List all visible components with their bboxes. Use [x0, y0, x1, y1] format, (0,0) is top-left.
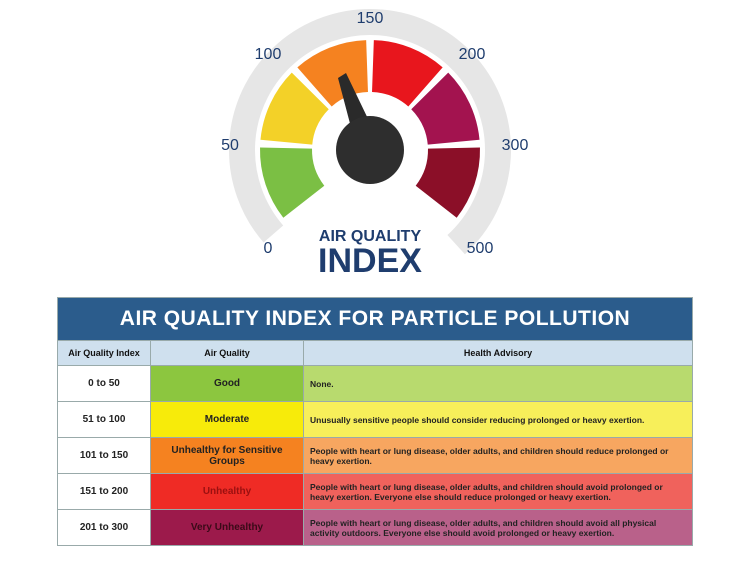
- table-title: AIR QUALITY INDEX FOR PARTICLE POLLUTION: [57, 297, 693, 341]
- advisory-cell: People with heart or lung disease, older…: [303, 473, 693, 510]
- gauge-segment: [411, 72, 480, 145]
- gauge: AIR QUALITY INDEX 0 50 100 150 200 300 500: [221, 9, 529, 290]
- gauge-tick-label: 100: [255, 46, 282, 63]
- advisory-cell: People with heart or lung disease, older…: [303, 509, 693, 546]
- range-cell: 0 to 50: [57, 365, 151, 402]
- column-header: Health Advisory: [303, 340, 693, 366]
- quality-cell: Good: [150, 365, 304, 402]
- gauge-tick-label: 500: [467, 240, 494, 257]
- column-header: Air Quality Index: [57, 340, 151, 366]
- quality-cell: Very Unhealthy: [150, 509, 304, 546]
- table-row: 201 to 300 Very Unhealthy People with hear…: [57, 509, 693, 546]
- table-row: 151 to 200 Unhealthy People with heart or …: [57, 473, 693, 510]
- table-row: 0 to 50 Good None.: [57, 365, 693, 402]
- gauge-segment: [260, 147, 325, 218]
- gauge-segment: [415, 147, 480, 218]
- quality-cell: Unhealthy for Sensitive Groups: [150, 437, 304, 474]
- quality-cell: Moderate: [150, 401, 304, 438]
- range-cell: 51 to 100: [57, 401, 151, 438]
- table-row: 101 to 150 Unhealthy for Sensitive Groups…: [57, 437, 693, 474]
- advisory-cell: People with heart or lung disease, older…: [303, 437, 693, 474]
- range-cell: 201 to 300: [57, 509, 151, 546]
- gauge-tick-label: 0: [264, 240, 273, 257]
- gauge-segment: [260, 72, 329, 145]
- aqi-table: AIR QUALITY INDEX FOR PARTICLE POLLUTION…: [57, 297, 693, 546]
- quality-cell: Unhealthy: [150, 473, 304, 510]
- header-row: Air Quality Index Air Quality Health Advis…: [57, 340, 693, 366]
- advisory-cell: None.: [303, 365, 693, 402]
- gauge-tick-label: 150: [357, 10, 384, 27]
- range-cell: 101 to 150: [57, 437, 151, 474]
- caption-top: AIR QUALITY: [319, 228, 422, 245]
- advisory-cell: Unusually sensitive people should consid…: [303, 401, 693, 438]
- gauge-tick-label: 50: [221, 137, 239, 154]
- gauge-tick-label: 300: [502, 137, 529, 154]
- gauge-segment: [372, 40, 443, 107]
- column-header: Air Quality: [150, 340, 304, 366]
- gauge-tick-label: 200: [459, 46, 486, 63]
- range-cell: 151 to 200: [57, 473, 151, 510]
- table-row: 51 to 100 Moderate Unusually sensitive peo…: [57, 401, 693, 438]
- caption-main: INDEX: [318, 242, 422, 280]
- hub: [336, 116, 404, 184]
